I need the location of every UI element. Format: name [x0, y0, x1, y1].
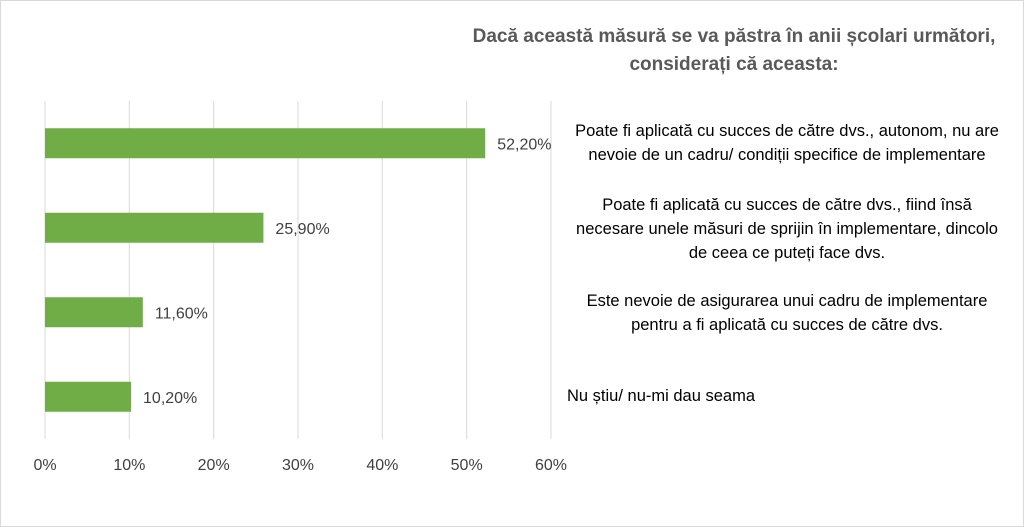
x-tick-label-0: 0% — [33, 457, 56, 474]
x-tick-label-2: 20% — [198, 457, 230, 474]
x-tick-label-3: 30% — [282, 457, 314, 474]
chart-title-line-2: considerați că aceasta: — [629, 54, 839, 75]
bar-1 — [45, 128, 486, 159]
data-label-1: 52,20% — [497, 136, 551, 153]
data-label-3: 11,60% — [155, 305, 208, 322]
bar-4 — [45, 381, 132, 412]
x-tick-label-1: 10% — [113, 457, 145, 474]
category-label-4: Nu știu/ nu-mi dau seama — [567, 387, 756, 405]
data-label-2: 25,90% — [275, 221, 329, 238]
x-tick-label-4: 40% — [366, 457, 398, 474]
bar-2 — [45, 212, 264, 243]
category-label-2: Poate fi aplicată cu succes de către dvs… — [576, 196, 998, 262]
chart-title-line-1: Dacă această măsură se va păstra în anii… — [472, 26, 996, 47]
chart-title: Dacă această măsură se va păstra în anii… — [441, 23, 1024, 79]
x-tick-label-6: 60% — [535, 457, 567, 474]
category-label-1: Poate fi aplicată cu succes de către dvs… — [575, 122, 999, 164]
category-label-3: Este nevoie de asigurarea unui cadru de … — [586, 292, 988, 334]
x-tick-label-5: 50% — [451, 457, 483, 474]
data-label-4: 10,20% — [143, 390, 197, 407]
bar-3 — [45, 297, 143, 328]
